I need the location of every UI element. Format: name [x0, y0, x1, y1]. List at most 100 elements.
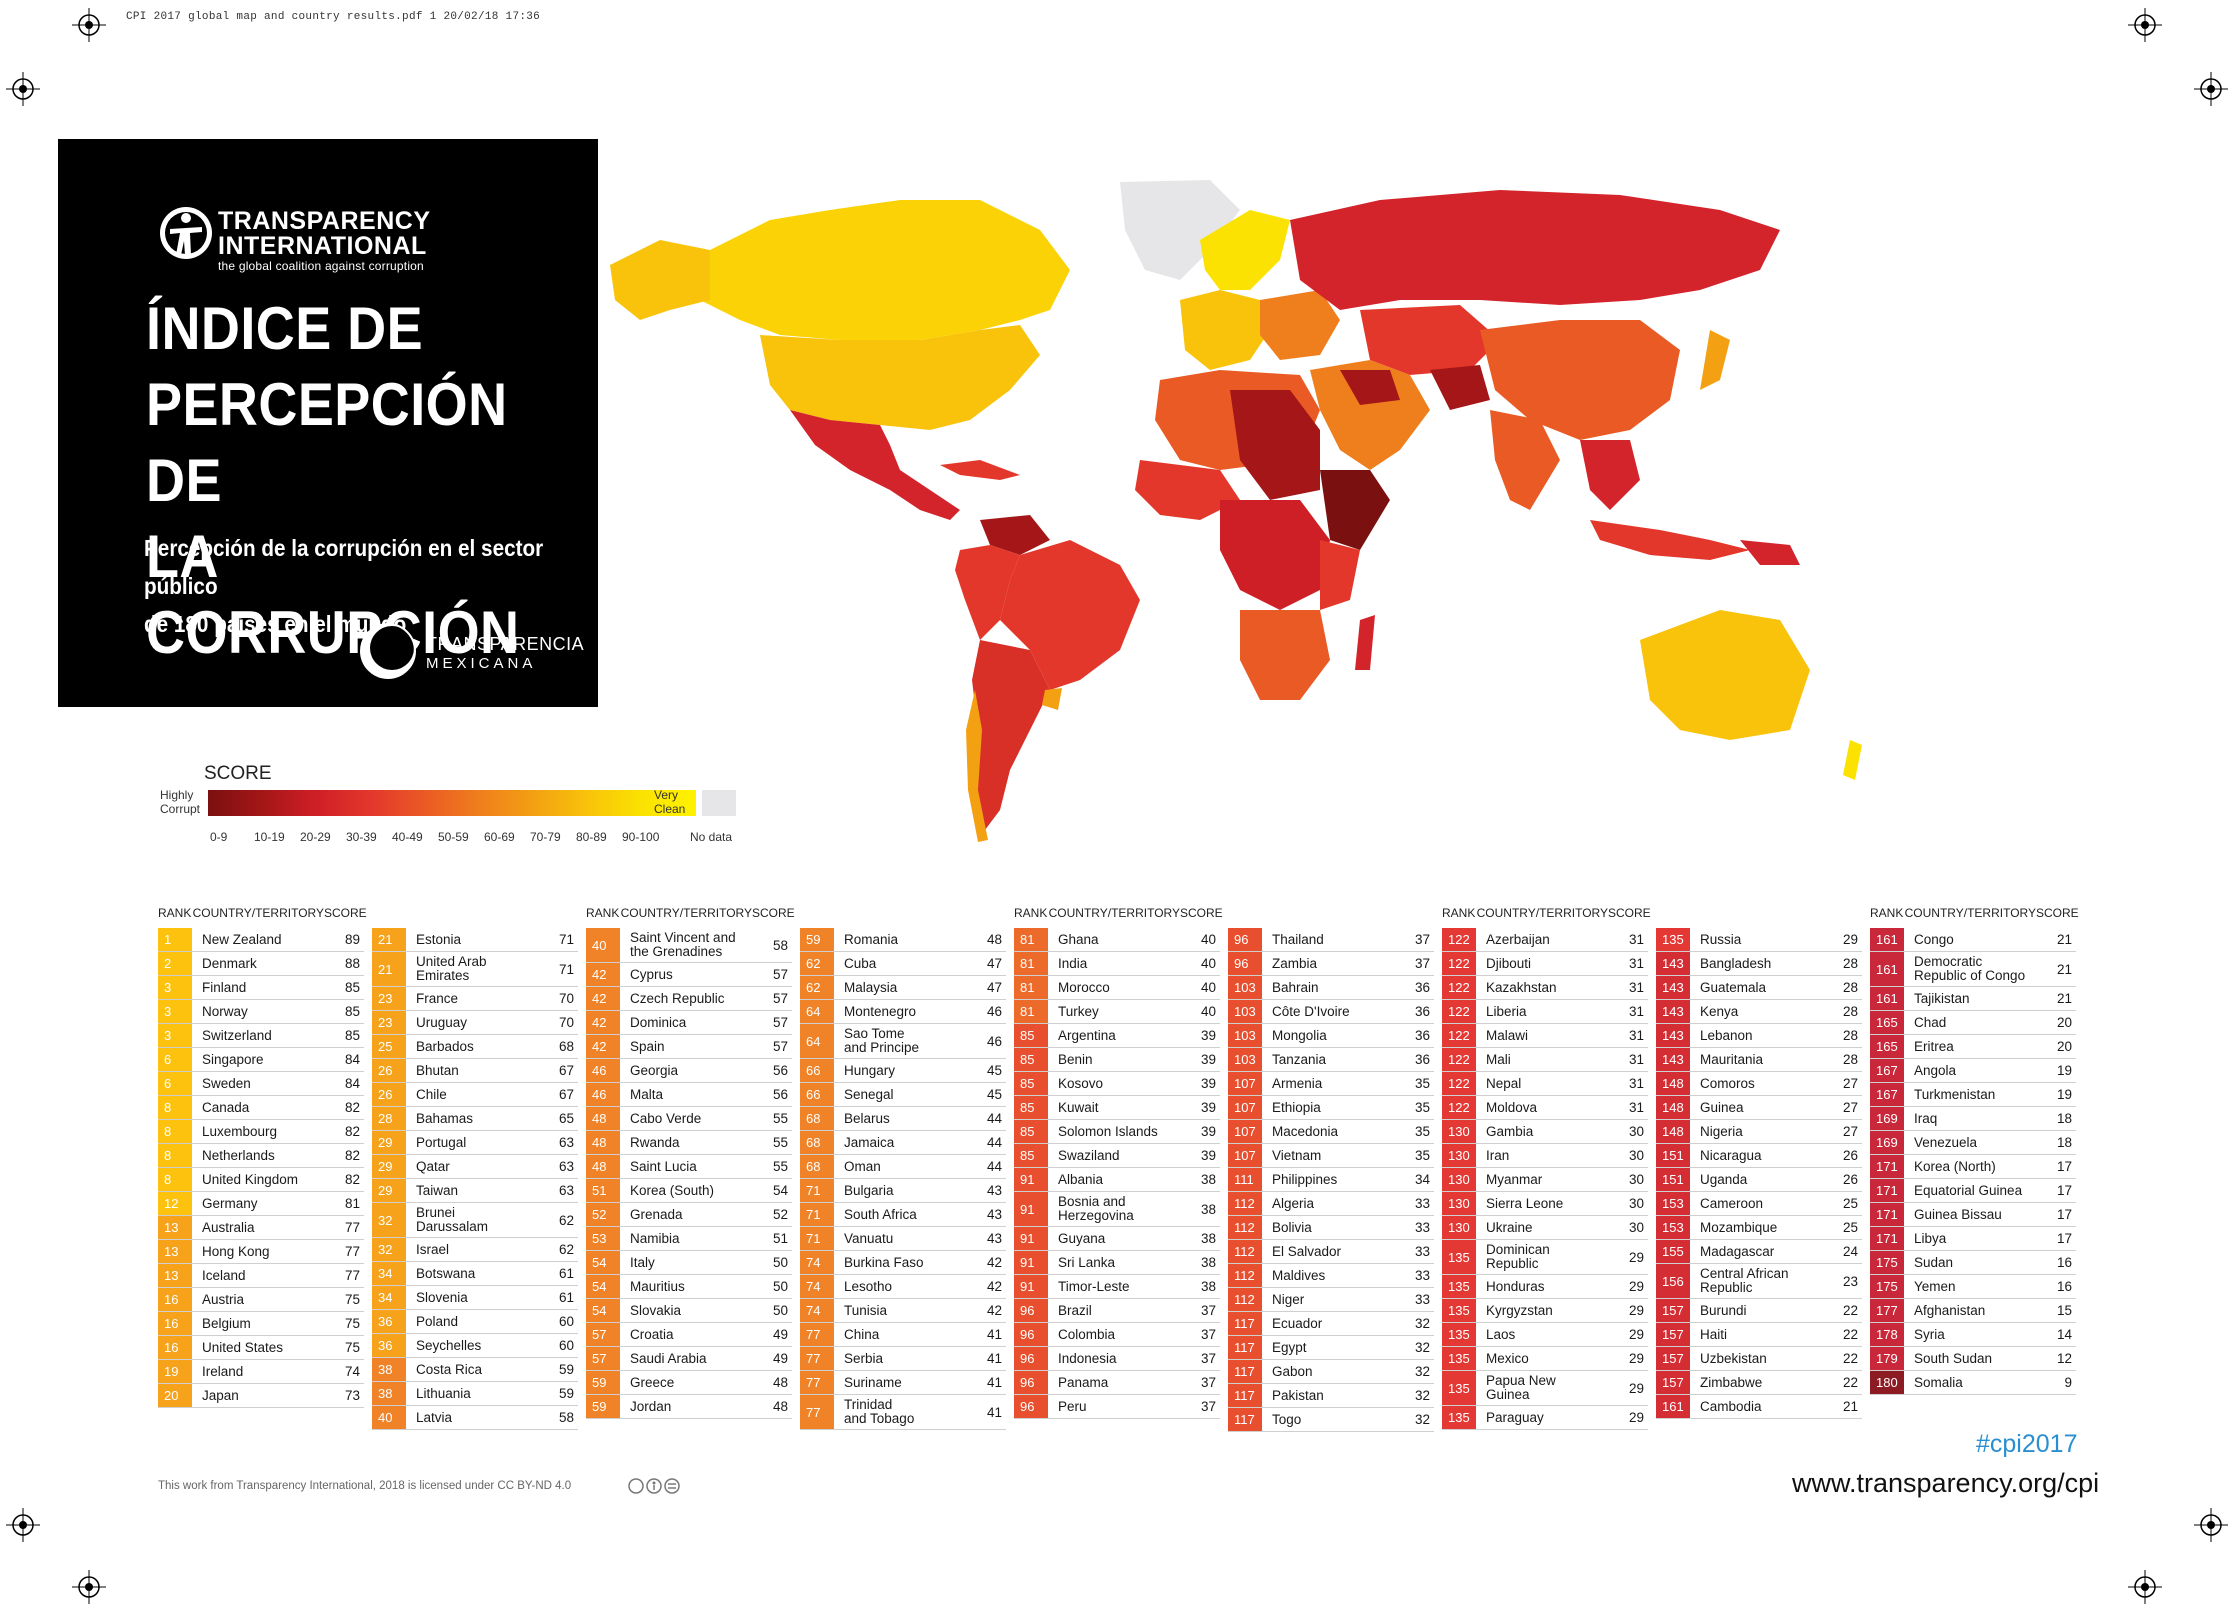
score-value: 49: [772, 1351, 788, 1366]
legend-range-label: 80-89: [576, 830, 607, 844]
table-row: 59 Jordan 48: [586, 1395, 792, 1419]
country-name-line: and Tobago: [844, 1411, 915, 1426]
country-name: Kyrgyzstan: [1486, 1302, 1553, 1318]
registration-mark-icon: [2128, 1570, 2162, 1604]
score-value: 17: [2056, 1207, 2072, 1222]
rank-badge: 143: [1656, 1024, 1690, 1047]
rank-badge: 68: [800, 1155, 834, 1178]
country-name: Tunisia: [844, 1302, 888, 1318]
legend-no-data-label: No data: [690, 830, 733, 844]
country-name: Oman: [844, 1158, 881, 1174]
rank-badge: 54: [586, 1275, 620, 1298]
country-name: Switzerland: [202, 1027, 272, 1043]
table-row: 51 Korea (South) 54: [586, 1179, 792, 1203]
rank-badge: 16: [158, 1336, 192, 1359]
rank-badge: 42: [586, 1035, 620, 1058]
rank-badge: 64: [800, 1024, 834, 1058]
rank-badge: 117: [1228, 1408, 1262, 1431]
score-value: 35: [1414, 1076, 1430, 1091]
country-name: Côte D'Ivoire: [1272, 1003, 1350, 1019]
score-value: 31: [1628, 1100, 1644, 1115]
country-name: Netherlands: [202, 1147, 275, 1163]
score-value: 29: [1628, 1351, 1644, 1366]
rank-badge: 117: [1228, 1336, 1262, 1359]
country-name: Cabo Verde: [630, 1110, 702, 1126]
table-row: 157 Uzbekistan 22: [1656, 1347, 1862, 1371]
score-value: 29: [1628, 1327, 1644, 1342]
website-url[interactable]: www.transparency.org/cpi: [1792, 1468, 2100, 1498]
country-name-line: Emirates: [416, 968, 470, 983]
table-row: 91 Timor-Leste 38: [1014, 1275, 1220, 1299]
table-row: 103 Mongolia 36: [1228, 1024, 1434, 1048]
table-row: 71 South Africa 43: [800, 1203, 1006, 1227]
score-value: 38: [1200, 1255, 1216, 1270]
rank-badge: 42: [586, 963, 620, 986]
score-value: 82: [344, 1148, 360, 1163]
rank-badge: 1: [158, 928, 192, 951]
country-name: Madagascar: [1700, 1243, 1775, 1259]
rank-badge: 64: [800, 1000, 834, 1023]
rank-badge: 96: [1014, 1371, 1048, 1394]
score-value: 61: [558, 1266, 574, 1281]
rank-badge: 3: [158, 976, 192, 999]
country-name-line: Darussalam: [416, 1219, 489, 1234]
score-value: 23: [1842, 1273, 1858, 1289]
country-name: Vietnam: [1272, 1147, 1322, 1163]
country-name: Tajikistan: [1914, 990, 1970, 1006]
partner-name-line2: MEXICANA: [426, 655, 537, 672]
country-name: Timor-Leste: [1058, 1278, 1130, 1294]
table-row: 34 Botswana 61: [372, 1262, 578, 1286]
country-name: Sao Tome and Principe: [834, 1024, 970, 1058]
country-name: Togo: [1272, 1411, 1302, 1427]
country-name: Cambodia: [1700, 1398, 1762, 1414]
rank-badge: 38: [372, 1358, 406, 1381]
table-row: 57 Saudi Arabia 49: [586, 1347, 792, 1371]
country-name-line: Trinidad: [844, 1397, 893, 1412]
page-title: ÍNDICE DE PERCEPCIÓN DE LA CORRUPCIÓN: [146, 291, 542, 671]
country-name: Turkey: [1058, 1003, 1099, 1019]
country-name: Seychelles: [416, 1337, 482, 1353]
rank-badge: 59: [586, 1395, 620, 1418]
rank-badge: 85: [1014, 1096, 1048, 1119]
rank-badge: 48: [586, 1155, 620, 1178]
map-region-eastern-europe: [1260, 290, 1340, 360]
table-row: 122 Mali 31: [1442, 1048, 1648, 1072]
table-row: 77 Suriname 41: [800, 1371, 1006, 1395]
legend-no-data-swatch: [702, 790, 736, 816]
rank-badge: 13: [158, 1264, 192, 1287]
table-row: 103 Côte D'Ivoire 36: [1228, 1000, 1434, 1024]
rank-badge: 13: [158, 1216, 192, 1239]
rank-badge: 46: [586, 1059, 620, 1082]
country-name: Lebanon: [1700, 1027, 1753, 1043]
country-name: Panama: [1058, 1374, 1109, 1390]
title-line2: PERCEPCIÓN DE: [146, 371, 508, 514]
score-value: 32: [1414, 1340, 1430, 1355]
score-value: 73: [344, 1388, 360, 1403]
rank-badge: 178: [1870, 1323, 1904, 1346]
rank-badge: 36: [372, 1334, 406, 1357]
score-value: 22: [1842, 1327, 1858, 1342]
country-name: Israel: [416, 1241, 450, 1257]
country-name: Myanmar: [1486, 1171, 1543, 1187]
table-row: 96 Panama 37: [1014, 1371, 1220, 1395]
score-value: 82: [344, 1100, 360, 1115]
ranking-column: RANK COUNTRY/TERRITORY SCORE 122 Azerbaijan 3…: [1442, 906, 1651, 1430]
rank-badge: 16: [158, 1312, 192, 1335]
rank-badge: 3: [158, 1024, 192, 1047]
rank-badge: 91: [1014, 1227, 1048, 1250]
table-row: 107 Armenia 35: [1228, 1072, 1434, 1096]
rank-badge: 112: [1228, 1288, 1262, 1311]
country-name: Mexico: [1486, 1350, 1529, 1366]
country-name: Norway: [202, 1003, 248, 1019]
country-name: Iceland: [202, 1267, 246, 1283]
table-row: 66 Hungary 45: [800, 1059, 1006, 1083]
score-value: 57: [772, 967, 788, 982]
header-rank: RANK: [1442, 906, 1476, 920]
score-value: 31: [1628, 980, 1644, 995]
table-row: 135 Mexico 29: [1442, 1347, 1648, 1371]
rank-badge: 161: [1870, 928, 1904, 951]
country-name: Barbados: [416, 1038, 474, 1054]
table-row: 122 Moldova 31: [1442, 1096, 1648, 1120]
score-value: 82: [344, 1172, 360, 1187]
map-region-middle-east: [1310, 360, 1430, 470]
